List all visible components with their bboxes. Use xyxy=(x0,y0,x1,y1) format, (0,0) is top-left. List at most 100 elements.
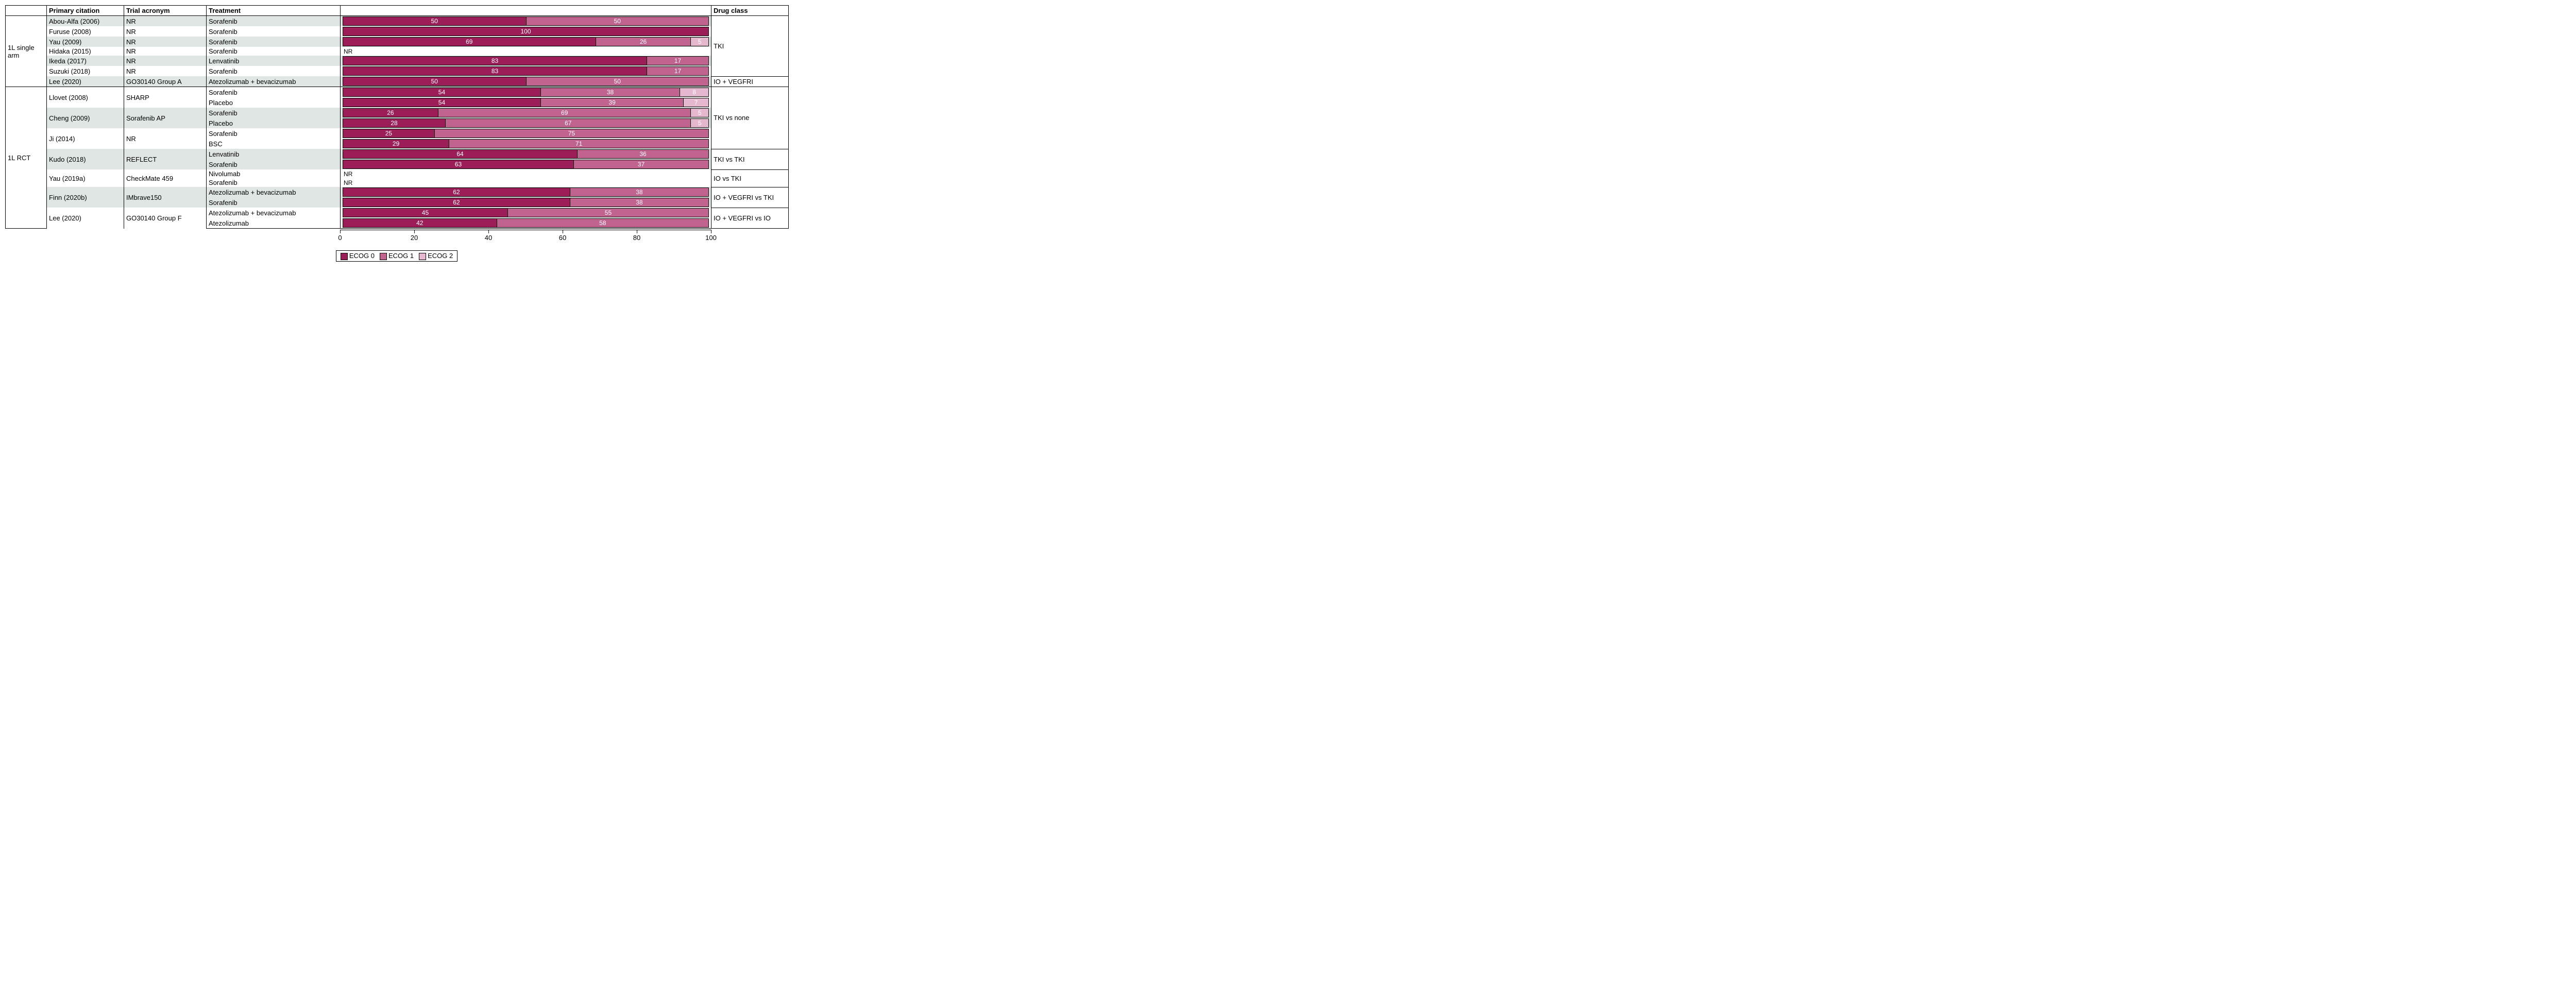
axis-tick xyxy=(414,230,415,233)
legend-swatch xyxy=(380,253,387,260)
bar-segment-ecog1: 50 xyxy=(526,16,709,26)
table-row: Finn (2020b)IMbrave150Atezolizumab + bev… xyxy=(6,187,789,197)
axis-tick-label: 80 xyxy=(633,234,640,242)
citation-cell: Lee (2020) xyxy=(47,76,124,87)
bar-segment-ecog1: 17 xyxy=(647,56,709,65)
bar-segment-ecog1: 75 xyxy=(434,129,709,138)
table-row: 1L single armAbou-Alfa (2006)NRSorafenib… xyxy=(6,16,789,27)
legend-swatch xyxy=(419,253,426,260)
table-row: Cheng (2009)Sorafenib APSorafenib26695 xyxy=(6,108,789,118)
bar-segment-ecog1: 37 xyxy=(573,160,709,169)
table-row: Yau (2019a)CheckMate 459NivolumabNRIO vs… xyxy=(6,169,789,178)
acronym-cell: REFLECT xyxy=(124,149,207,169)
acronym-cell: SHARP xyxy=(124,87,207,108)
table-row: Yau (2009)NRSorafenib69265 xyxy=(6,37,789,47)
treatment-cell: Sorafenib xyxy=(207,197,341,208)
bar-segment-ecog2: 5 xyxy=(690,118,709,128)
bar-segment-ecog0: 29 xyxy=(343,139,449,148)
stacked-bar: 6238 xyxy=(343,187,709,197)
hdr-chart xyxy=(341,6,711,16)
bar-segment-ecog2: 8 xyxy=(680,88,709,97)
legend-item: ECOG 2 xyxy=(419,252,453,260)
acronym-cell: CheckMate 459 xyxy=(124,169,207,187)
table-row: Furuse (2008)NRSorafenib100 xyxy=(6,26,789,37)
table-row: Kudo (2018)REFLECTLenvatinib6436TKI vs T… xyxy=(6,149,789,159)
acronym-cell: GO30140 Group A xyxy=(124,76,207,87)
treatment-cell: Lenvatinib xyxy=(207,56,341,66)
citation-cell: Cheng (2009) xyxy=(47,108,124,128)
drug-class-cell: IO vs TKI xyxy=(711,169,789,187)
citation-cell: Suzuki (2018) xyxy=(47,66,124,76)
treatment-cell: Placebo xyxy=(207,118,341,128)
citation-cell: Ji (2014) xyxy=(47,128,124,149)
drug-class-cell: IO + VEGFRI xyxy=(711,76,789,87)
stacked-bar: 5050 xyxy=(343,77,709,86)
bar-segment-ecog1: 67 xyxy=(445,118,690,128)
citation-cell: Lee (2020) xyxy=(47,208,124,229)
bar-segment-ecog0: 63 xyxy=(343,160,573,169)
bar-segment-ecog1: 69 xyxy=(438,108,691,117)
bar-segment-ecog0: 83 xyxy=(343,56,647,65)
bar-segment-ecog1: 50 xyxy=(526,77,709,86)
treatment-cell: Sorafenib xyxy=(207,16,341,27)
citation-cell: Finn (2020b) xyxy=(47,187,124,208)
table-row: Lee (2020)GO30140 Group FAtezolizumab + … xyxy=(6,208,789,218)
treatment-cell: BSC xyxy=(207,139,341,149)
drug-class-cell: IO + VEGFRI vs TKI xyxy=(711,187,789,208)
treatment-cell: Sorafenib xyxy=(207,159,341,169)
bar-segment-ecog1: 26 xyxy=(596,37,691,46)
legend-item: ECOG 0 xyxy=(341,252,375,260)
citation-cell: Yau (2019a) xyxy=(47,169,124,187)
citation-cell: Furuse (2008) xyxy=(47,26,124,37)
bar-segment-ecog0: 45 xyxy=(343,208,507,217)
stacked-bar: 28675 xyxy=(343,118,709,128)
drug-class-cell: TKI xyxy=(711,16,789,77)
stacked-bar: 26695 xyxy=(343,108,709,117)
bar-segment-ecog1: 36 xyxy=(577,149,709,159)
table-row: Suzuki (2018)NRSorafenib8317 xyxy=(6,66,789,76)
treatment-cell: Atezolizumab xyxy=(207,218,341,229)
stacked-bar: 4555 xyxy=(343,208,709,217)
acronym-cell: GO30140 Group F xyxy=(124,208,207,229)
category-label: 1L single arm xyxy=(6,16,47,87)
stacked-bar: 8317 xyxy=(343,66,709,76)
treatment-cell: Sorafenib xyxy=(207,108,341,118)
treatment-cell: Atezolizumab + bevacizumab xyxy=(207,187,341,197)
drug-class-cell: TKI vs none xyxy=(711,87,789,149)
treatment-cell: Sorafenib xyxy=(207,87,341,98)
stacked-bar: 69265 xyxy=(343,37,709,46)
axis-tick xyxy=(488,230,489,233)
axis-tick-label: 60 xyxy=(559,234,566,242)
stacked-bar: 8317 xyxy=(343,56,709,65)
acronym-cell: IMbrave150 xyxy=(124,187,207,208)
bar-segment-ecog0: 69 xyxy=(343,37,596,46)
treatment-cell: Atezolizumab + bevacizumab xyxy=(207,76,341,87)
axis-row: 020406080100 xyxy=(5,229,788,243)
header-row: Primary citation Trial acronym Treatment… xyxy=(6,6,789,16)
treatment-cell: Placebo xyxy=(207,97,341,108)
stacked-bar: 4258 xyxy=(343,218,709,228)
bar-segment-ecog2: 7 xyxy=(683,98,709,107)
bar-segment-ecog1: 38 xyxy=(570,198,709,207)
bar-segment-ecog1: 17 xyxy=(647,66,709,76)
bar-segment-ecog1: 38 xyxy=(540,88,680,97)
bar-segment-ecog1: 39 xyxy=(540,98,683,107)
stacked-bar: 54397 xyxy=(343,98,709,107)
treatment-cell: Sorafenib xyxy=(207,26,341,37)
bar-segment-ecog0: 28 xyxy=(343,118,445,128)
acronym-cell: NR xyxy=(124,16,207,27)
acronym-cell: NR xyxy=(124,37,207,47)
legend-item: ECOG 1 xyxy=(380,252,414,260)
legend: ECOG 0 ECOG 1 ECOG 2 xyxy=(5,250,788,262)
acronym-cell: NR xyxy=(124,66,207,76)
treatment-cell: Sorafenib xyxy=(207,66,341,76)
bar-segment-ecog0: 62 xyxy=(343,187,570,197)
nr-label: NR xyxy=(343,170,352,178)
bar-segment-ecog0: 50 xyxy=(343,77,526,86)
citation-cell: Kudo (2018) xyxy=(47,149,124,169)
bar-segment-ecog1: 38 xyxy=(570,187,709,197)
acronym-cell: NR xyxy=(124,47,207,56)
axis-tick-label: 100 xyxy=(705,234,717,242)
stacked-bar: 6436 xyxy=(343,149,709,159)
stacked-bar: 6238 xyxy=(343,198,709,207)
